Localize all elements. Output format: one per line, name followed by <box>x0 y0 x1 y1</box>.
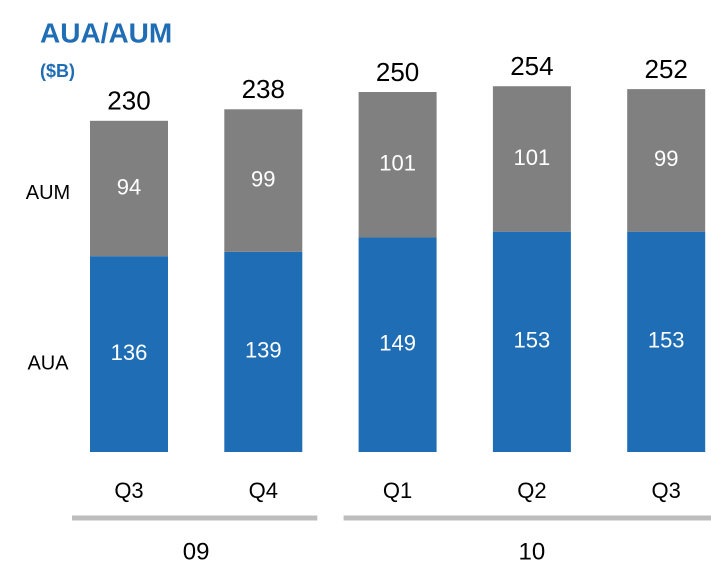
legend-label: AUA <box>27 352 69 374</box>
bar-segment <box>627 89 706 232</box>
value-label: 153 <box>514 328 551 353</box>
x-tick-label: Q1 <box>383 478 412 503</box>
value-label: 94 <box>117 174 141 199</box>
bar-segment <box>224 109 303 252</box>
bar-segment <box>358 92 437 238</box>
bar-segment <box>224 251 303 452</box>
total-label: 250 <box>376 57 419 87</box>
value-label: 99 <box>654 146 678 171</box>
x-tick-label: Q3 <box>114 478 143 503</box>
bar-segment <box>492 231 571 452</box>
value-label: 149 <box>379 331 416 356</box>
bar-segment <box>90 120 168 257</box>
total-label: 254 <box>510 51 553 81</box>
value-label: 101 <box>514 145 551 170</box>
total-label: 238 <box>242 74 285 104</box>
total-label: 230 <box>107 86 150 116</box>
bar-segment <box>492 86 571 232</box>
value-label: 153 <box>648 328 685 353</box>
chart-title: AUA/AUM <box>40 17 172 48</box>
x-tick-label: Q3 <box>652 478 681 503</box>
group-label: 09 <box>183 538 210 565</box>
bar-segment <box>90 256 168 452</box>
bar-segment <box>627 231 706 452</box>
value-label: 101 <box>379 151 416 176</box>
group-label: 10 <box>519 538 546 565</box>
value-label: 136 <box>111 340 148 365</box>
x-tick-label: Q2 <box>517 478 546 503</box>
legend-label: AUM <box>26 182 70 204</box>
value-label: 139 <box>245 338 282 363</box>
bar-segment <box>358 237 437 452</box>
value-label: 99 <box>251 166 275 191</box>
x-tick-label: Q4 <box>249 478 278 503</box>
total-label: 252 <box>645 54 688 84</box>
chart-subtitle: ($B) <box>40 61 75 81</box>
